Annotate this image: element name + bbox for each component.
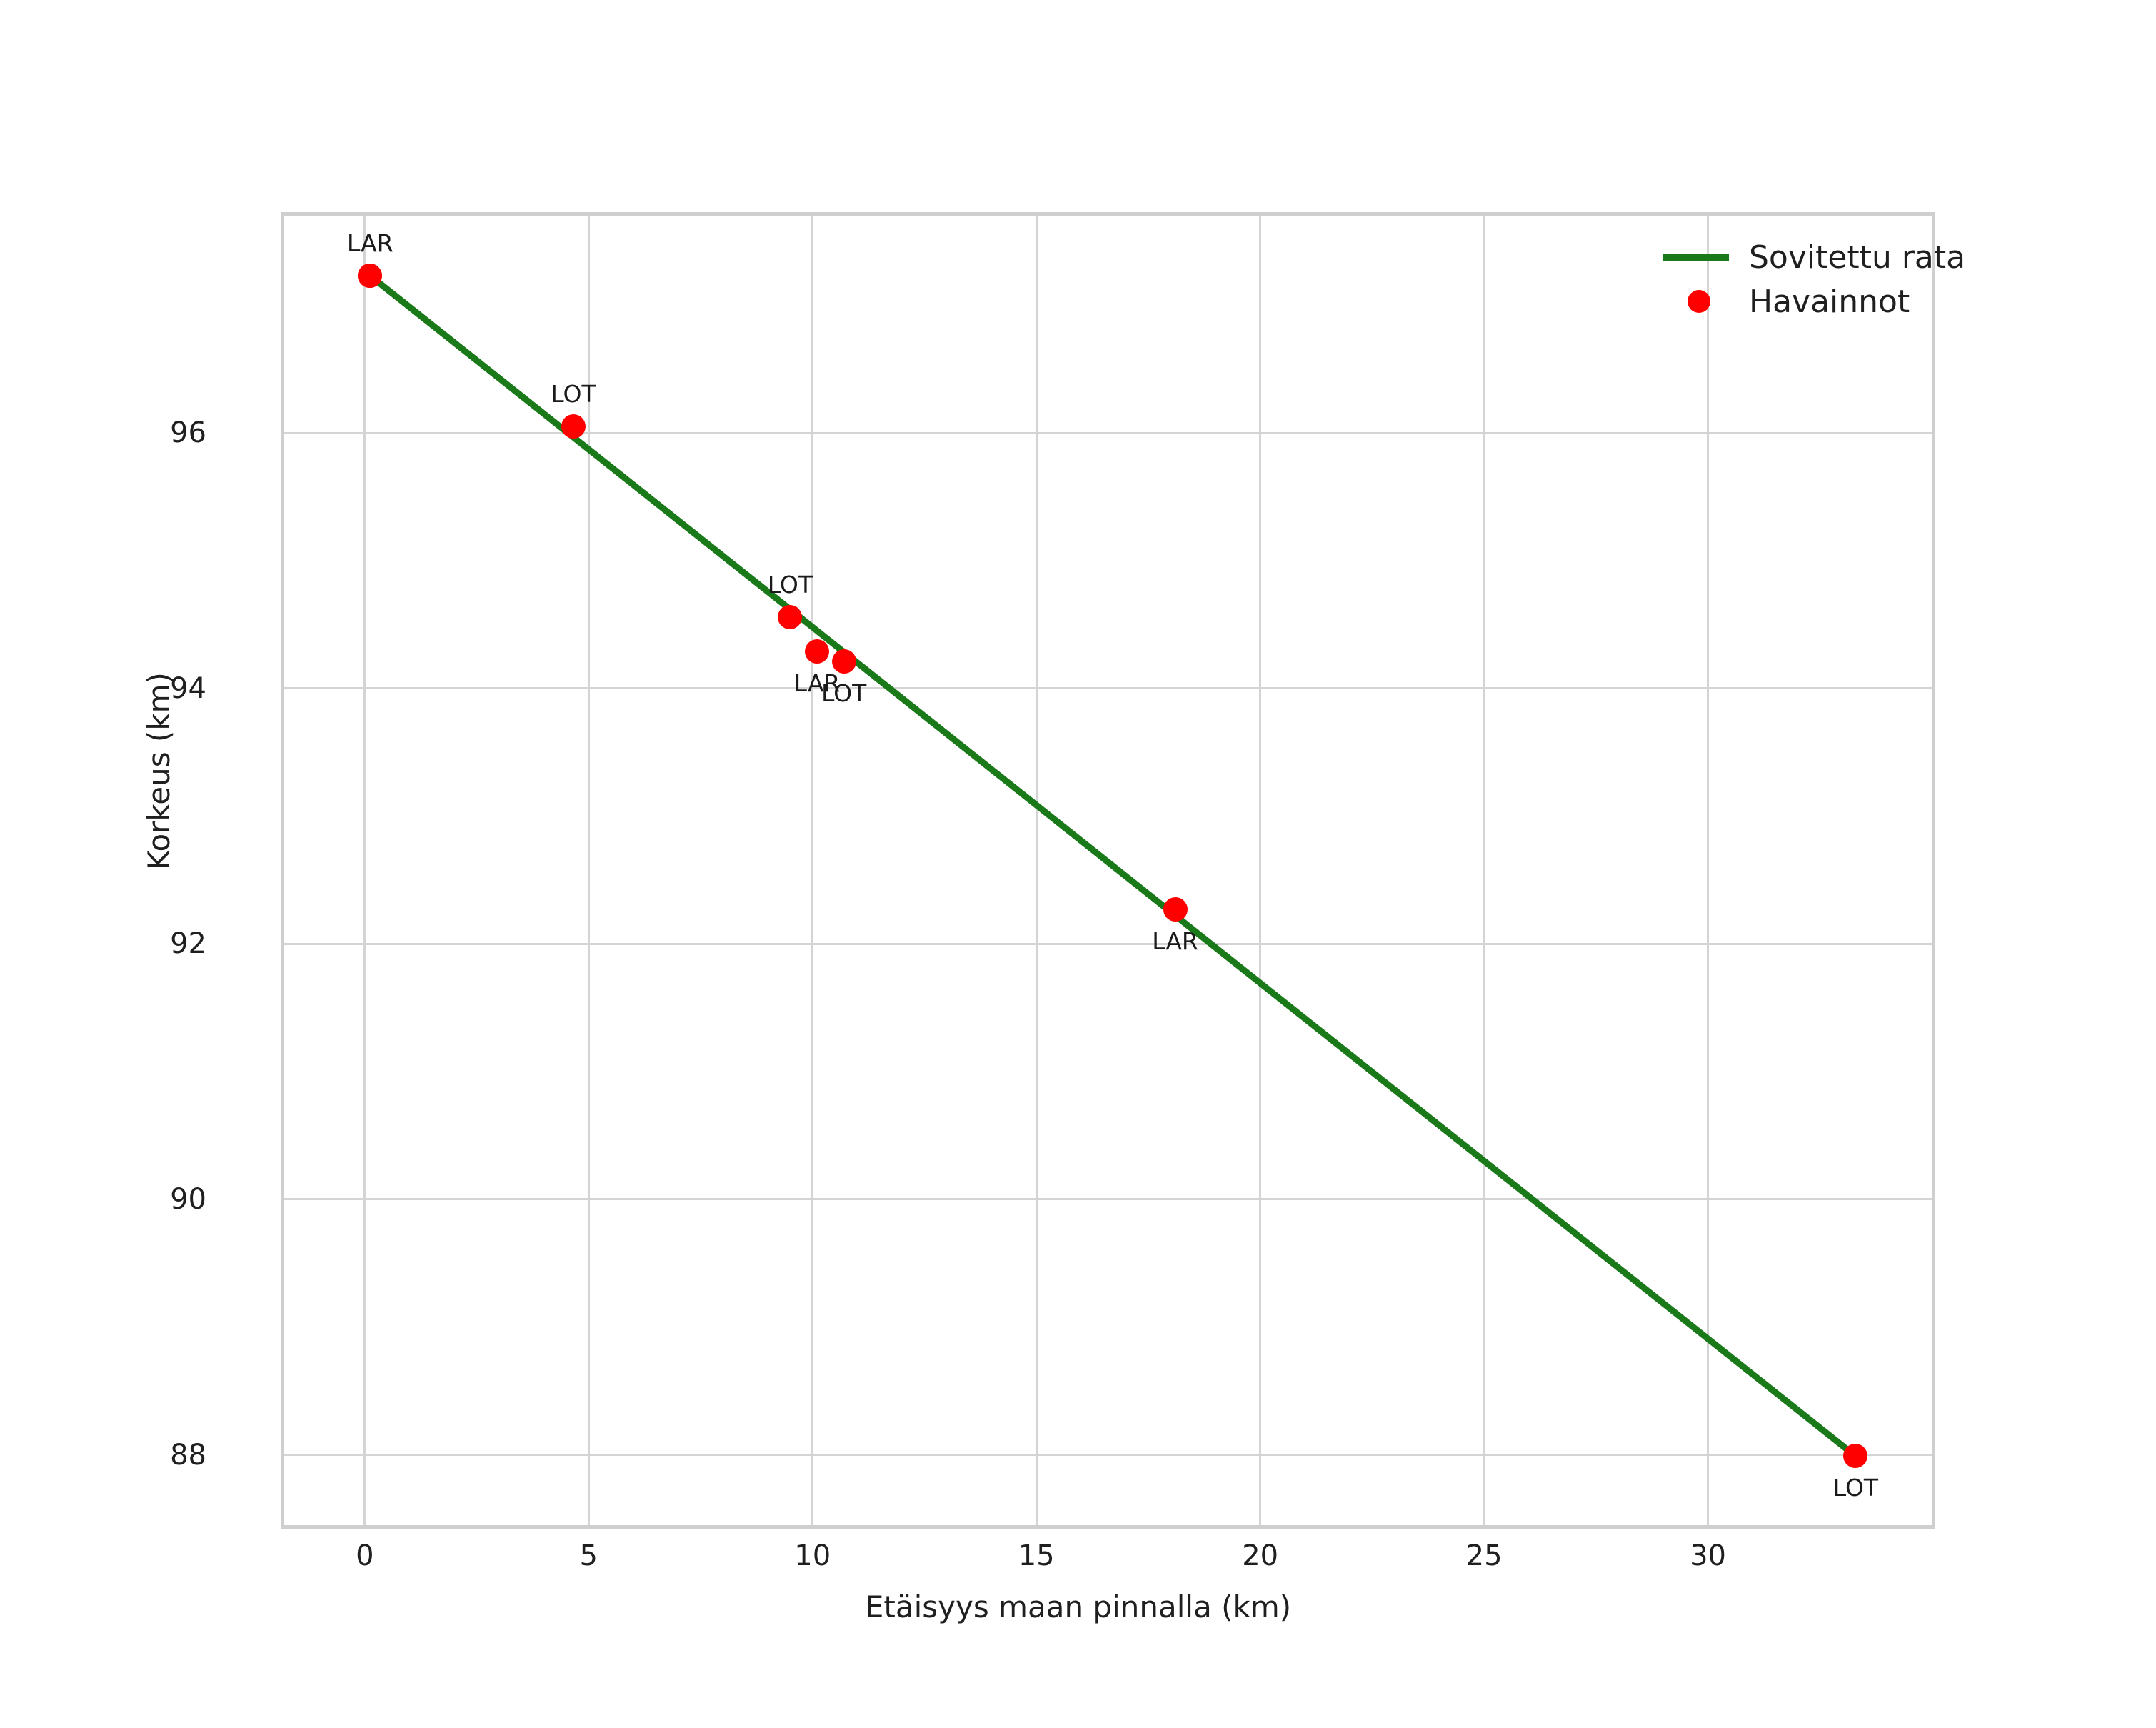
gridline-horizontal bbox=[284, 942, 1932, 945]
gridline-vertical bbox=[1707, 216, 1710, 1525]
data-point-marker[interactable] bbox=[1843, 1444, 1868, 1469]
data-point-marker[interactable] bbox=[358, 264, 383, 289]
plot-area: LAR LAR LOT LOT LAR LOT LAR LOT bbox=[281, 212, 1935, 1529]
data-point-label: LAR bbox=[1152, 927, 1198, 956]
data-point-label: LOT bbox=[1832, 1474, 1879, 1502]
legend-label: Havainnot bbox=[1749, 283, 1910, 320]
data-point-label: LAR bbox=[347, 229, 393, 258]
gridline-vertical bbox=[811, 216, 814, 1525]
x-tick-label: 0 bbox=[356, 1539, 374, 1572]
gridline-vertical bbox=[363, 216, 366, 1525]
y-tick-label: 92 bbox=[170, 927, 206, 961]
gridline-vertical bbox=[1483, 216, 1485, 1525]
y-tick-label: 94 bbox=[170, 671, 206, 705]
data-point-label: LOT bbox=[551, 380, 596, 409]
data-point-marker[interactable] bbox=[778, 604, 803, 629]
x-tick-label: 30 bbox=[1690, 1539, 1726, 1572]
x-tick-label: 10 bbox=[794, 1539, 831, 1572]
gridline-horizontal bbox=[284, 1198, 1932, 1201]
data-point-label: LAR bbox=[347, 229, 393, 258]
x-tick-label: 5 bbox=[579, 1539, 598, 1572]
x-tick-label: 15 bbox=[1018, 1539, 1055, 1572]
data-point-marker[interactable] bbox=[831, 649, 856, 674]
gridline-vertical bbox=[1035, 216, 1038, 1525]
legend-dot-swatch bbox=[1656, 287, 1742, 316]
legend-line-swatch bbox=[1656, 243, 1742, 271]
data-point-label: LOT bbox=[767, 570, 813, 599]
data-point-marker[interactable] bbox=[805, 639, 829, 664]
data-point-marker[interactable] bbox=[561, 414, 586, 439]
data-series-layer: LAR LAR LOT LOT LAR LOT LAR LOT bbox=[284, 216, 1932, 1525]
gridline-vertical bbox=[1259, 216, 1262, 1525]
y-tick-label: 96 bbox=[170, 416, 206, 449]
fitted-trajectory-line bbox=[366, 272, 1859, 1459]
gridlines bbox=[284, 216, 1932, 1525]
gridline-horizontal bbox=[284, 687, 1932, 690]
chart-legend: Sovitettu rata Havainnot bbox=[1640, 222, 1984, 338]
legend-item-fitted-trajectory[interactable]: Sovitettu rata bbox=[1656, 235, 1965, 279]
y-tick-label: 88 bbox=[170, 1438, 206, 1472]
x-tick-label: 20 bbox=[1242, 1539, 1279, 1572]
legend-item-observations[interactable]: Havainnot bbox=[1656, 279, 1965, 324]
gridline-vertical bbox=[587, 216, 590, 1525]
x-axis-title: Etäisyys maan pinnalla (km) bbox=[864, 1589, 1292, 1624]
gridline-horizontal bbox=[284, 431, 1932, 434]
data-point-marker[interactable] bbox=[1163, 897, 1188, 922]
legend-label: Sovitettu rata bbox=[1749, 239, 1966, 276]
gridline-horizontal bbox=[284, 1454, 1932, 1457]
data-point-label: LOT bbox=[821, 679, 867, 708]
data-point-label: LAR bbox=[793, 669, 841, 697]
x-tick-label: 25 bbox=[1465, 1539, 1503, 1572]
y-tick-label: 90 bbox=[170, 1182, 206, 1216]
